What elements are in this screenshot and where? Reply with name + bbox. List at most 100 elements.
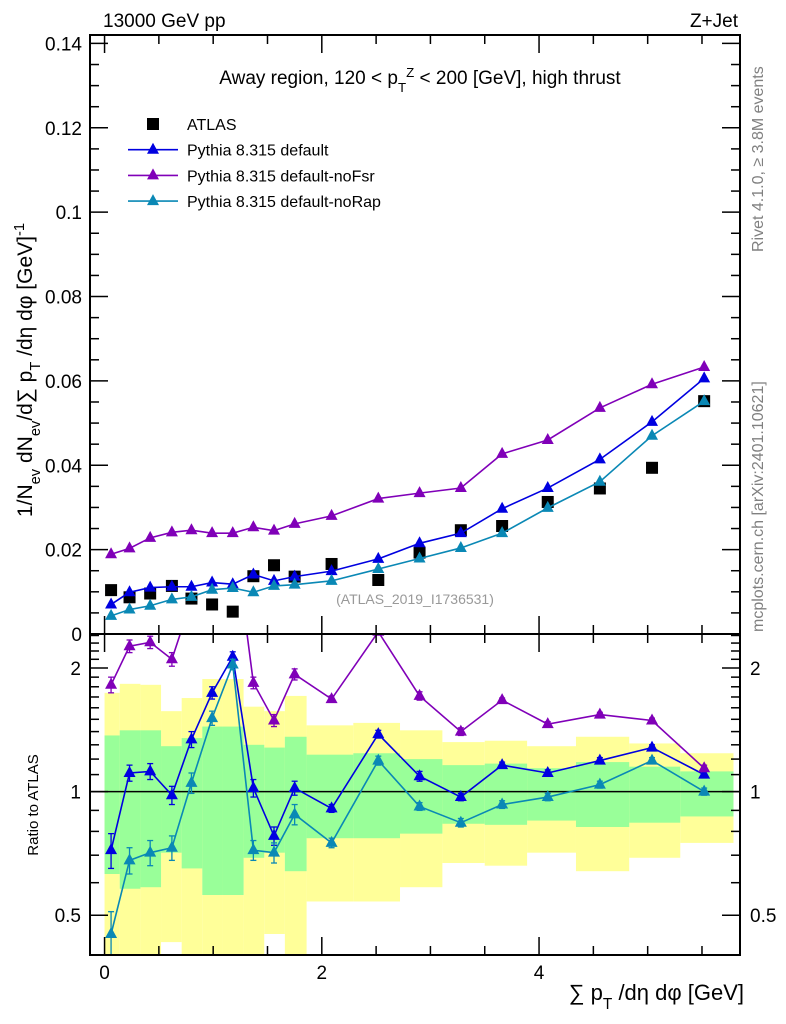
- data-point-noRap: [288, 577, 301, 589]
- label-part: 1/N: [14, 484, 37, 517]
- series-line-noRap: [110, 400, 705, 617]
- header-left: 13000 GeV pp: [103, 11, 226, 32]
- ratio-point-noRap: [288, 807, 301, 819]
- legend-label-noFsr: Pythia 8.315 default-noFsr: [187, 168, 375, 185]
- ratio-point-default: [165, 788, 178, 800]
- ratio-y-tick-label: 1: [70, 783, 81, 804]
- ratio-point-noRap: [268, 845, 281, 857]
- ratio-point-default: [454, 790, 467, 802]
- data-point-noFsr: [698, 359, 711, 371]
- ratio-point-default: [226, 649, 239, 661]
- uncertainty-band-inner: [629, 766, 681, 823]
- data-point-default: [247, 567, 260, 579]
- label-part: Z: [406, 65, 414, 80]
- uncertainty-band-inner: [202, 726, 223, 895]
- analysis-watermark: (ATLAS_2019_I1736531): [336, 591, 494, 607]
- y-tick-label: 0.06: [45, 372, 82, 393]
- data-point-noFsr: [413, 486, 426, 498]
- label-part: /dη dφ [GeV]: [14, 236, 37, 362]
- data-point-noRap: [413, 551, 426, 563]
- legend: ATLAS Pythia 8.315 default Pythia 8.315 de…: [128, 117, 381, 211]
- ratio-point-noFsr: [123, 639, 136, 651]
- plot-title: Away region, 120 < pTZ < 200 [GeV], high…: [219, 65, 621, 95]
- data-point-noRap: [496, 526, 509, 538]
- uncertainty-band-inner: [400, 759, 443, 834]
- data-point-noFsr: [105, 547, 118, 559]
- label-part: < 200 [GeV], high thrust: [414, 68, 621, 89]
- label-part: ev: [28, 420, 44, 436]
- label-part: /d∑ p: [14, 371, 37, 421]
- data-point-atlas: [226, 605, 239, 618]
- y-axis-label: 1/Nev dNev/d∑ pT /dη dφ [GeV]-1: [12, 223, 44, 517]
- data-point-default: [593, 452, 606, 464]
- ratio-point-noRap: [646, 753, 659, 765]
- ratio-point-noFsr: [144, 635, 157, 647]
- data-point-atlas: [206, 598, 219, 611]
- ratio-point-default: [123, 765, 136, 777]
- uncertainty-band-inner: [306, 754, 354, 839]
- ratio-y-tick-label-right: 2: [750, 659, 761, 680]
- header-right: Z+Jet: [690, 11, 739, 32]
- ratio-point-default: [413, 769, 426, 781]
- y-tick-label: 0.08: [45, 288, 82, 309]
- data-point-noFsr: [541, 432, 554, 444]
- label-part: Away region, 120 < p: [219, 68, 398, 89]
- data-point-noRap: [105, 608, 118, 620]
- ratio-point-noRap: [165, 840, 178, 852]
- y-tick-label: 0: [71, 625, 82, 646]
- legend-marker-default: [147, 142, 159, 154]
- label-part: T: [603, 996, 613, 1013]
- ratio-point-noFsr: [165, 652, 178, 664]
- ratio-y-axis-label: Ratio to ATLAS: [25, 754, 42, 855]
- data-point-noRap: [123, 602, 136, 614]
- ratio-point-default: [268, 828, 281, 840]
- legend-marker-noFsr: [147, 168, 159, 180]
- y-tick-label: 0.1: [56, 203, 82, 224]
- data-point-default: [372, 551, 385, 563]
- ratio-point-default: [185, 732, 198, 744]
- axes: 0 0.02 0.04 0.06 0.08 0.1 0.12 0.14 0 2 4 0.5 0.5 1 1 2…: [45, 34, 776, 984]
- legend-label-default: Pythia 8.315 default: [187, 143, 329, 160]
- data-point-atlas: [105, 584, 118, 597]
- ratio-point-noRap: [144, 845, 157, 857]
- ratio-point-noRap: [496, 797, 509, 809]
- data-point-noFsr: [325, 508, 338, 520]
- ratio-panel-series: [90, 634, 740, 955]
- data-point-noFsr: [226, 526, 239, 538]
- data-point-default: [185, 579, 198, 591]
- data-point-default: [165, 579, 178, 591]
- ratio-y-tick-label: 0.5: [55, 906, 81, 927]
- data-point-noFsr: [144, 530, 157, 542]
- data-point-noFsr: [206, 526, 219, 538]
- legend-marker-noRap: [147, 194, 159, 206]
- data-point-atlas: [496, 520, 509, 533]
- data-point-noRap: [593, 474, 606, 486]
- uncertainty-band-inner: [181, 738, 203, 869]
- data-point-noFsr: [247, 520, 260, 532]
- uncertainty-band-inner: [140, 730, 162, 888]
- data-point-noRap: [165, 592, 178, 604]
- ratio-point-default: [144, 764, 157, 776]
- data-point-noFsr: [593, 400, 606, 412]
- ratio-point-noRap: [593, 777, 606, 789]
- data-point-noFsr: [646, 377, 659, 389]
- ratio-y-tick-label: 2: [70, 659, 81, 680]
- label-part: T: [28, 362, 44, 371]
- data-point-atlas: [372, 574, 385, 587]
- data-point-noRap: [454, 540, 467, 552]
- y-tick-label: 0.02: [45, 541, 82, 562]
- ratio-point-noFsr: [496, 693, 509, 705]
- ratio-point-noFsr: [413, 688, 426, 700]
- data-point-default: [646, 414, 659, 426]
- ratio-point-default: [541, 765, 554, 777]
- ratio-point-noFsr: [268, 713, 281, 725]
- data-point-default: [105, 597, 118, 609]
- data-point-noFsr: [454, 481, 467, 493]
- label-part: -1: [12, 223, 28, 236]
- data-point-default: [288, 569, 301, 581]
- series-line-default: [110, 377, 705, 606]
- data-point-noRap: [646, 428, 659, 440]
- ratio-point-noRap: [372, 753, 385, 765]
- ratio-point-default: [372, 727, 385, 739]
